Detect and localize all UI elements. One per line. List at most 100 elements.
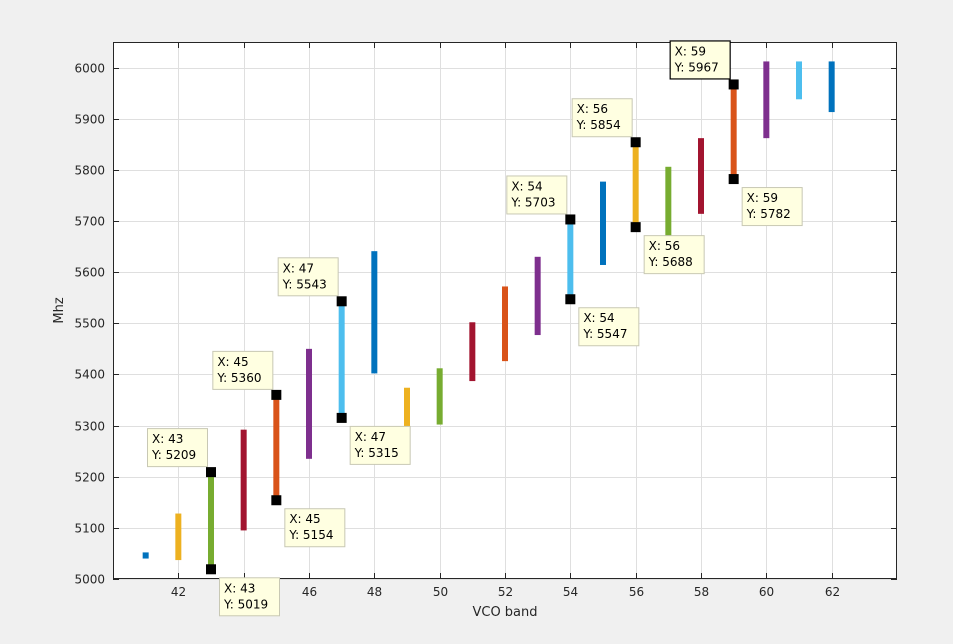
- datatip-x-text: X: 45: [289, 512, 320, 526]
- range-bar[interactable]: [600, 181, 606, 265]
- datatip-marker[interactable]: [206, 564, 216, 575]
- datatip-y-text: Y: 5019: [223, 597, 268, 611]
- datatip-x-text: X: 56: [577, 102, 608, 116]
- datatip-box: [212, 350, 274, 390]
- x-tick-label: 60: [759, 585, 774, 599]
- datatip-x-text: X: 59: [747, 191, 778, 205]
- datatip-marker[interactable]: [336, 412, 347, 423]
- datatip-y-text: Y: 5543: [282, 277, 327, 291]
- datatip-marker[interactable]: [630, 137, 641, 148]
- range-bar[interactable]: [665, 166, 672, 237]
- x-tick-label: 48: [367, 585, 382, 599]
- range-bar[interactable]: [534, 256, 541, 336]
- datatip[interactable]: X: 56 Y: 5688: [630, 222, 705, 275]
- datatip-x-text: X: 54: [511, 179, 542, 193]
- range-bar[interactable]: [828, 61, 835, 113]
- range-bar[interactable]: [469, 322, 476, 382]
- y-tick-label: 5200: [74, 471, 105, 485]
- range-bar[interactable]: [632, 142, 639, 228]
- datatip[interactable]: X: 54 Y: 5547: [565, 294, 640, 347]
- y-tick-label: 6000: [74, 62, 105, 76]
- datatip[interactable]: X: 56 Y: 5854: [571, 98, 641, 148]
- datatip-x-text: X: 59: [675, 44, 706, 58]
- x-tick-label: 58: [694, 585, 709, 599]
- datatip-y-text: Y: 5547: [582, 327, 627, 341]
- range-bar[interactable]: [175, 513, 182, 561]
- datatip-x-text: X: 43: [152, 432, 183, 446]
- datatip-marker[interactable]: [630, 222, 641, 233]
- x-tick-label: 50: [433, 585, 448, 599]
- datatip[interactable]: X: 43 Y: 5209: [147, 428, 217, 478]
- datatip-marker[interactable]: [565, 294, 576, 305]
- range-bars: [142, 61, 835, 570]
- range-bar[interactable]: [371, 251, 378, 374]
- y-tick-label: 5700: [74, 215, 105, 229]
- datatip[interactable]: X: 47 Y: 5315: [336, 412, 411, 465]
- datatip-x-text: X: 43: [224, 581, 255, 595]
- datatip[interactable]: X: 43 Y: 5019: [206, 564, 280, 617]
- datatip-box: [284, 508, 346, 548]
- datatip-marker[interactable]: [565, 214, 576, 225]
- y-tick-label: 5400: [74, 368, 105, 382]
- y-tick-label: 5800: [74, 164, 105, 178]
- range-bar[interactable]: [404, 387, 410, 454]
- datatip-x-text: X: 54: [583, 311, 614, 325]
- y-tick-label: 5500: [74, 317, 105, 331]
- datatip-y-text: Y: 5154: [288, 528, 333, 542]
- datatip-marker[interactable]: [728, 174, 739, 185]
- datatip-box: [349, 425, 411, 465]
- range-bar[interactable]: [436, 368, 443, 425]
- datatip-y-text: Y: 5688: [648, 255, 693, 269]
- datatip-y-text: Y: 5315: [354, 446, 399, 460]
- datatip-marker[interactable]: [271, 389, 282, 400]
- datatip-box: [643, 235, 705, 275]
- datatip-box: [147, 428, 208, 468]
- datatip-y-text: Y: 5703: [510, 195, 555, 209]
- y-axis-ticks: 5000 5100 5200 5300 5400 5500 5600 5700 5800 5900…: [74, 62, 897, 587]
- datatip-marker[interactable]: [271, 495, 282, 506]
- datatip-box: [506, 175, 568, 215]
- y-axis-label: Mhz: [52, 297, 67, 323]
- y-tick-label: 5300: [74, 420, 105, 434]
- range-bar[interactable]: [240, 429, 247, 531]
- range-bar[interactable]: [730, 84, 737, 180]
- datatip-marker[interactable]: [728, 79, 739, 90]
- datatip-y-text: Y: 5967: [674, 60, 719, 74]
- y-tick-label: 5600: [74, 266, 105, 280]
- x-tick-label: 54: [563, 585, 578, 599]
- datatip-y-text: Y: 5360: [216, 371, 261, 385]
- x-tick-label: 52: [498, 585, 513, 599]
- datatip-x-text: X: 45: [217, 355, 248, 369]
- range-bar[interactable]: [208, 472, 214, 570]
- y-tick-label: 5900: [74, 113, 105, 127]
- range-bar[interactable]: [567, 219, 574, 300]
- range-bar[interactable]: [763, 61, 770, 139]
- range-bar[interactable]: [142, 552, 149, 559]
- y-tick-label: 5100: [74, 522, 105, 536]
- datatip[interactable]: X: 47 Y: 5543: [277, 257, 347, 307]
- y-tick-label: 5000: [74, 573, 105, 587]
- datatip-x-text: X: 47: [355, 430, 386, 444]
- datatip-box: [219, 577, 280, 617]
- range-bar[interactable]: [306, 348, 312, 459]
- datatip[interactable]: X: 59 Y: 5967: [669, 40, 739, 90]
- datatip[interactable]: X: 45 Y: 5154: [271, 495, 346, 548]
- range-bar[interactable]: [502, 286, 508, 362]
- range-bar[interactable]: [338, 301, 345, 418]
- range-bar[interactable]: [698, 138, 704, 214]
- x-tick-label: 62: [825, 585, 840, 599]
- datatip-x-text: X: 47: [283, 261, 314, 275]
- x-tick-label: 42: [171, 585, 186, 599]
- datatip-y-text: Y: 5782: [746, 207, 791, 221]
- x-axis-ticks: 4244464850525456586062: [171, 42, 840, 599]
- datatip-marker[interactable]: [206, 467, 216, 478]
- datatip-box: [669, 40, 731, 80]
- datatip[interactable]: X: 59 Y: 5782: [728, 174, 803, 227]
- datatip[interactable]: X: 45 Y: 5360: [212, 350, 282, 400]
- datatip[interactable]: X: 54 Y: 5703: [506, 175, 576, 225]
- range-bar[interactable]: [273, 394, 280, 501]
- range-bar[interactable]: [796, 61, 802, 100]
- datatip-marker[interactable]: [336, 296, 347, 307]
